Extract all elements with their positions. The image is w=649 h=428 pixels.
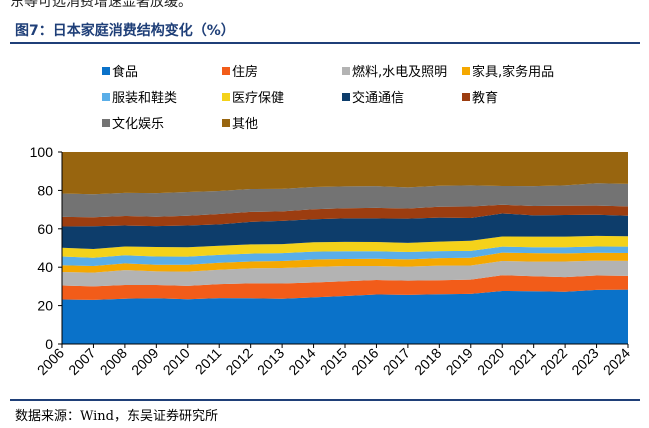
x-tick-label: 2023 [568,345,601,378]
legend-swatch [462,93,470,101]
x-tick-label: 2016 [348,345,381,378]
x-tick-label: 2008 [97,345,130,378]
area-layers [62,152,628,344]
area-series-6 [62,213,628,249]
x-tick-label: 2015 [317,345,350,378]
previous-paragraph-text: 东等可选消费增速显著放缓。 [10,0,192,10]
area-series-2 [62,260,628,287]
y-tick-label: 20 [37,298,53,314]
area-series-7 [62,204,628,227]
legend-label: 医疗保健 [232,91,284,106]
area-series-1 [62,275,628,300]
x-tick-label: 2011 [192,345,225,378]
x-tick-label: 2021 [505,345,538,378]
x-tick-label: 2024 [600,345,633,378]
y-tick-label: 60 [37,221,53,237]
legend-label: 文化娱乐 [112,117,164,132]
legend-swatch [222,67,230,75]
x-tick-label: 2010 [160,345,193,378]
y-tick-label: 100 [30,144,54,160]
area-series-0 [62,289,628,344]
legend-label: 其他 [232,117,258,132]
y-tick-label: 0 [45,336,53,352]
x-tick-label: 2018 [411,345,444,378]
legend-label: 燃料,水电及照明 [352,64,447,80]
area-series-9 [62,152,628,195]
x-tick-label: 2017 [380,345,413,378]
legend-swatch [342,93,350,101]
legend-swatch [102,67,110,75]
x-tick-label: 2012 [222,345,255,378]
legend-swatch [222,119,230,127]
legend-swatch [462,67,470,75]
legend-swatch [342,67,350,75]
x-tick-label: 2019 [443,345,476,378]
x-tick-label: 2006 [34,345,67,378]
legend-label: 食品 [112,64,138,80]
y-tick-label: 40 [37,259,53,275]
legend-label: 教育 [472,90,498,106]
x-tick-label: 2020 [474,345,507,378]
title-divider [10,42,640,44]
legend-label: 服装和鞋类 [112,90,177,106]
x-tick-label: 2007 [65,345,98,378]
y-tick-label: 80 [37,182,53,198]
area-series-8 [62,183,628,218]
legend-swatch [222,93,230,101]
x-tick-label: 2009 [128,345,161,378]
area-series-5 [62,235,628,258]
x-tick-label: 2022 [537,345,570,378]
figure-title: 图7：日本家庭消费结构变化（%） [15,23,235,39]
area-series-4 [62,246,628,267]
legend-label: 家具,家务用品 [472,64,554,80]
source-divider [10,399,640,401]
legend-swatch [102,119,110,127]
legend-swatch [102,93,110,101]
legend-label: 住房 [232,64,258,80]
x-tick-label: 2014 [285,345,318,378]
legend-label: 交通通信 [352,90,404,106]
x-tick-label: 2013 [254,345,287,378]
source-note: 数据来源：Wind，东吴证券研究所 [15,409,218,424]
area-series-3 [62,252,628,273]
